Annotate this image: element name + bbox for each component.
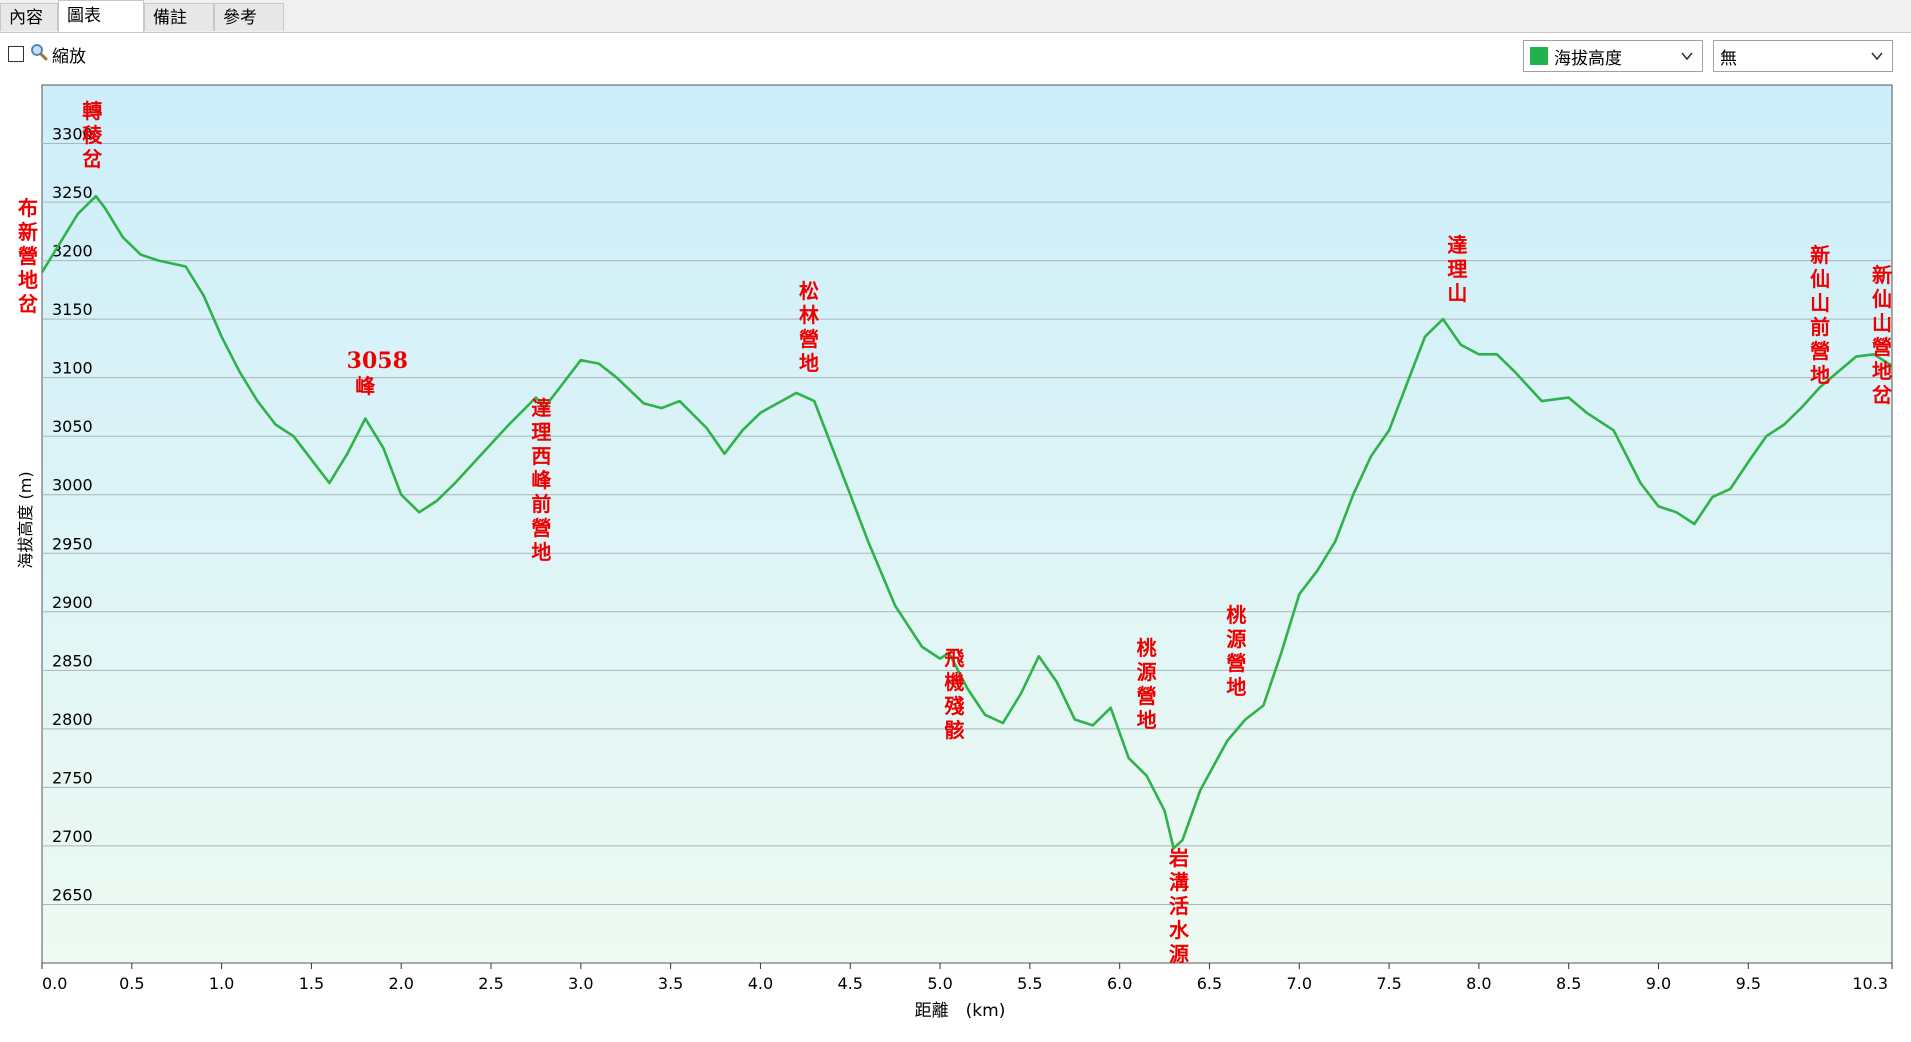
tab-content[interactable]: 內容 bbox=[0, 3, 58, 31]
chart-panel bbox=[0, 32, 1911, 1042]
series-color-swatch bbox=[1530, 47, 1548, 65]
secondary-series-select[interactable]: 無 bbox=[1713, 40, 1893, 72]
zoom-checkbox[interactable] bbox=[8, 46, 24, 62]
magnifier-icon bbox=[30, 43, 48, 66]
series-select[interactable]: 海拔高度 bbox=[1523, 40, 1703, 72]
chevron-down-icon bbox=[1870, 48, 1884, 68]
series-select-value: 海拔高度 bbox=[1554, 48, 1622, 69]
chevron-down-icon bbox=[1680, 48, 1694, 68]
tab-notes[interactable]: 備註 bbox=[144, 3, 214, 31]
zoom-toggle[interactable]: 縮放 bbox=[8, 43, 86, 67]
secondary-select-value: 無 bbox=[1720, 48, 1737, 69]
tab-references[interactable]: 參考 bbox=[214, 3, 284, 31]
tab-bar: 內容 圖表 備註 參考 bbox=[0, 0, 1911, 32]
tab-chart[interactable]: 圖表 bbox=[58, 0, 144, 32]
zoom-label: 縮放 bbox=[52, 46, 86, 67]
